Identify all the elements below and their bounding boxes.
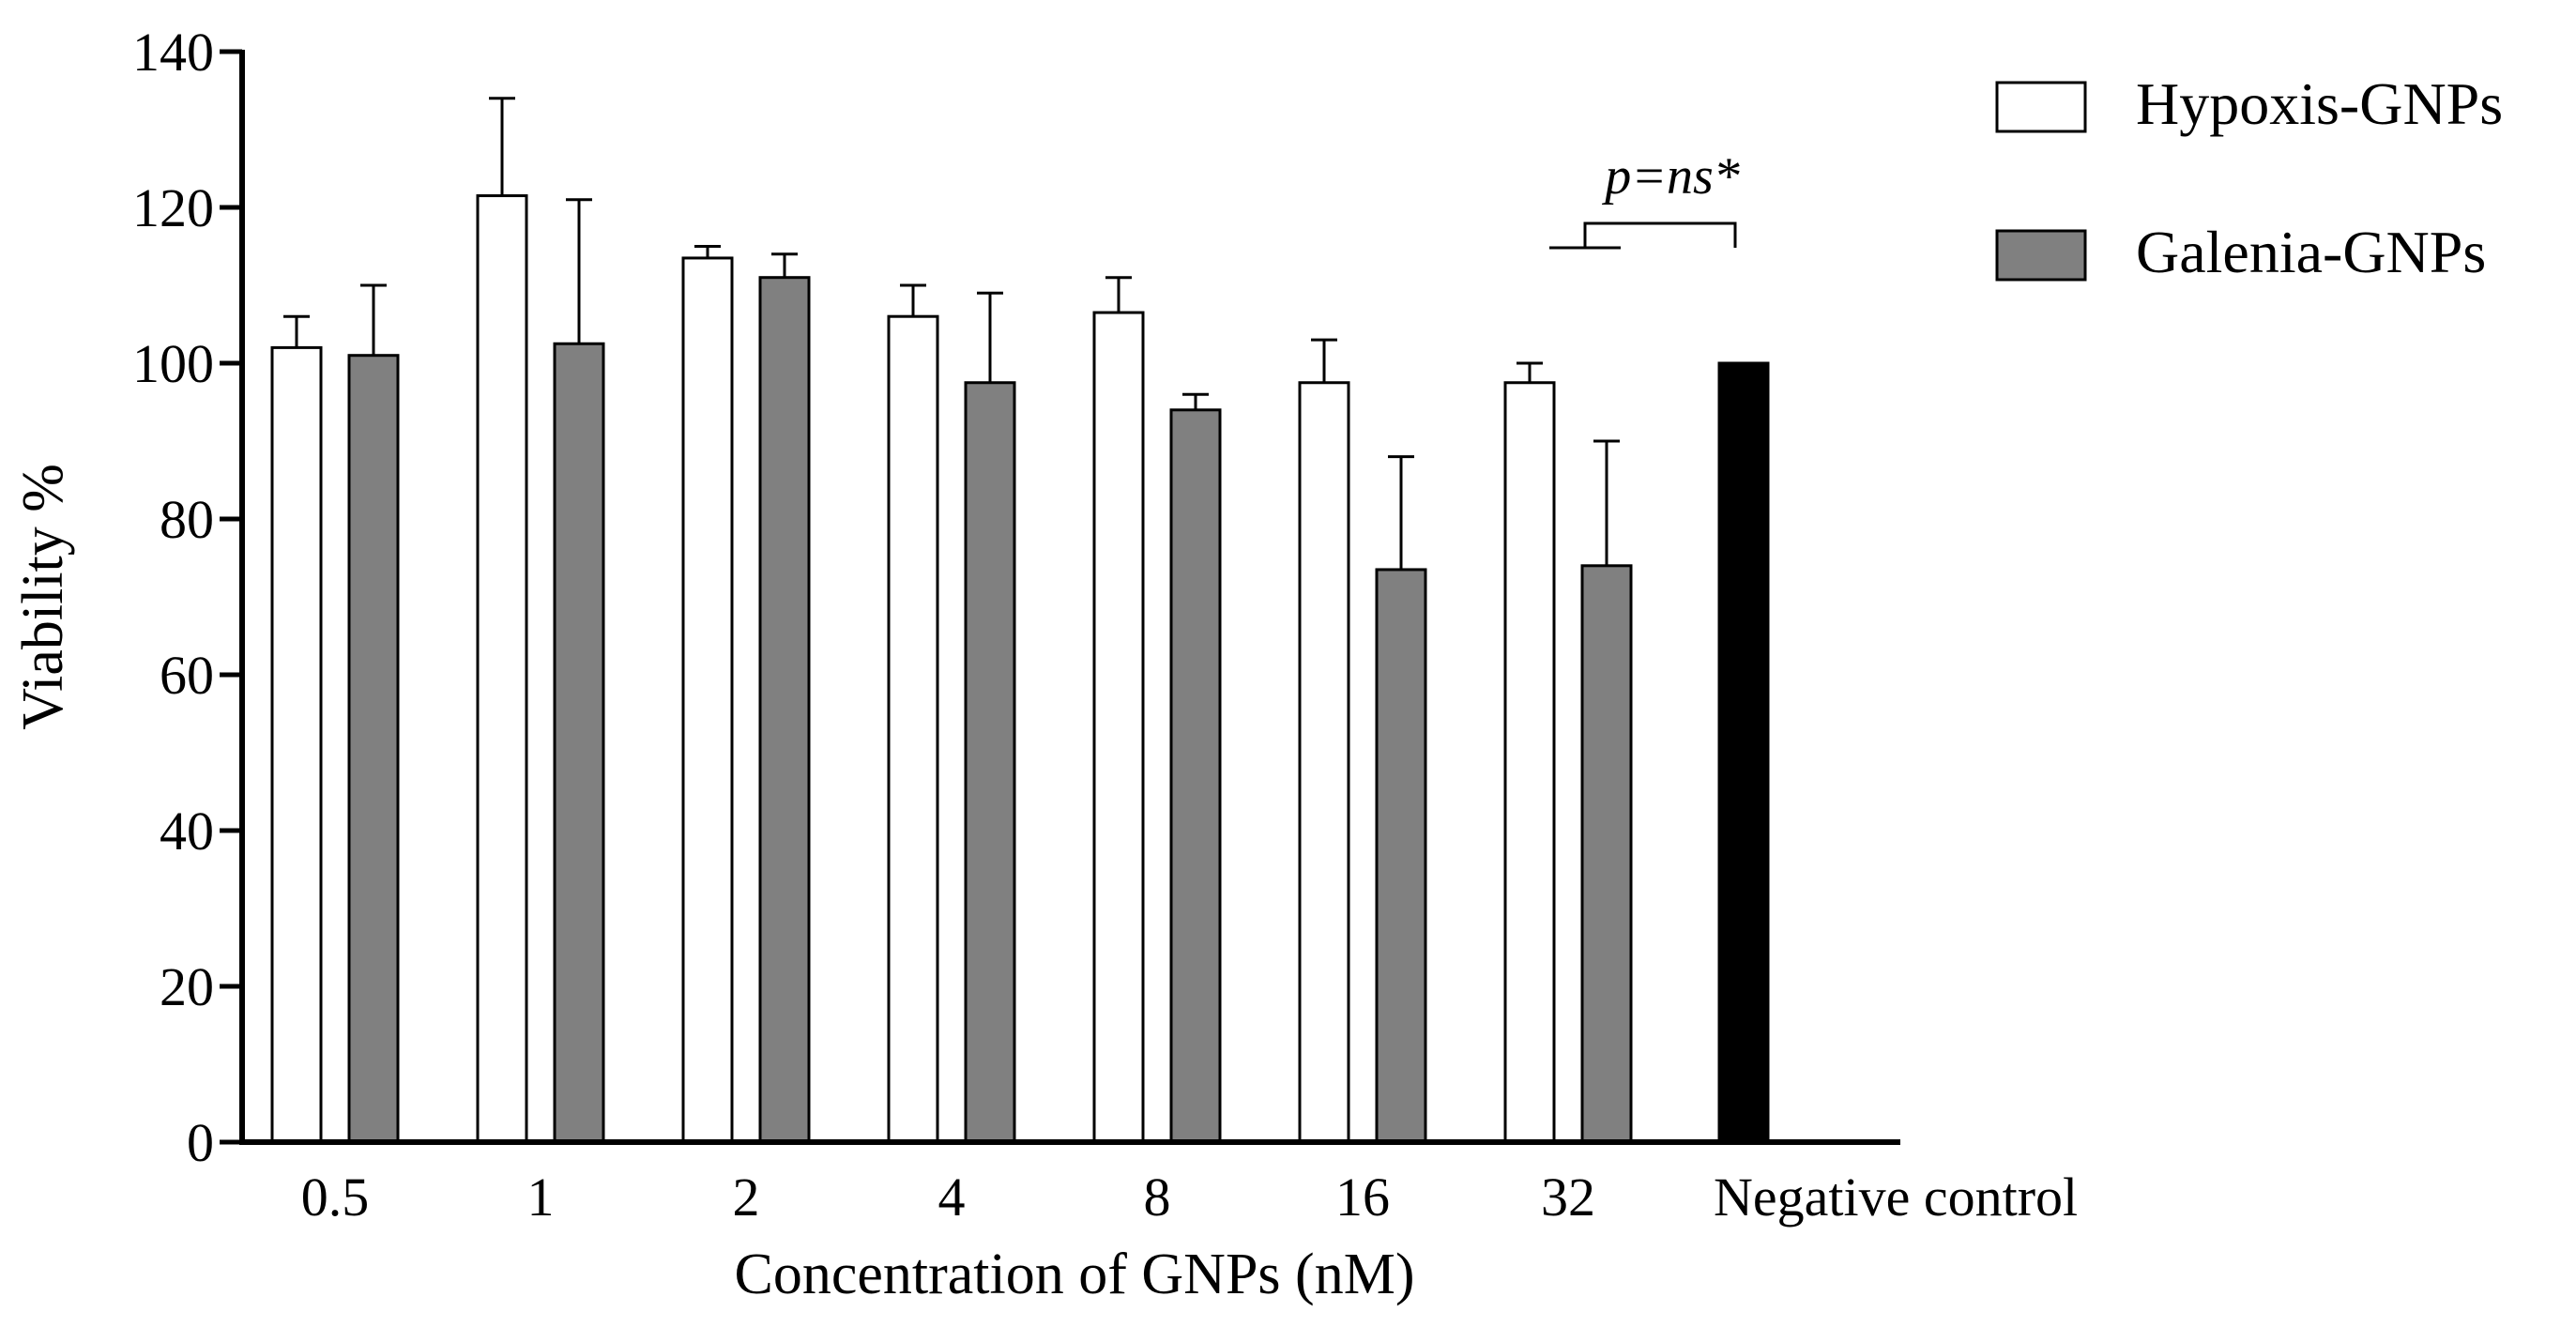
y-tick-label: 80 bbox=[160, 489, 214, 550]
significance-annotation: p=ns* bbox=[1549, 147, 1740, 250]
y-tick-label: 140 bbox=[132, 22, 214, 83]
bar bbox=[1092, 311, 1145, 1144]
axes-layer bbox=[239, 50, 1900, 1145]
significance-label: p=ns* bbox=[1601, 147, 1740, 206]
y-tick-label: 40 bbox=[160, 801, 214, 862]
bar bbox=[1169, 408, 1222, 1144]
x-tick-label: 0.5 bbox=[301, 1167, 370, 1228]
y-tick-label: 0 bbox=[187, 1112, 214, 1173]
x-tick-label: 16 bbox=[1335, 1167, 1390, 1228]
x-axis-label: Concentration of GNPs (nM) bbox=[735, 1243, 1415, 1306]
y-ticks-layer: 0 20 40 60 80 100 120 140 bbox=[132, 22, 242, 1173]
x-tick-label: Negative control bbox=[1714, 1167, 2078, 1228]
x-tick-label: 1 bbox=[527, 1167, 555, 1228]
y-axis-label: Viability % bbox=[11, 464, 75, 730]
bar bbox=[964, 381, 1016, 1144]
legend: Hypoxis-GNPs Galenia-GNPs bbox=[1995, 70, 2503, 285]
y-tick-label: 20 bbox=[160, 956, 214, 1017]
error-bars-layer bbox=[283, 97, 1620, 570]
legend-label: Galenia-GNPs bbox=[2136, 219, 2486, 285]
bar bbox=[758, 276, 811, 1144]
bar bbox=[1503, 381, 1556, 1144]
y-tick-label: 100 bbox=[132, 333, 214, 394]
x-tick-label: 2 bbox=[733, 1167, 760, 1228]
bar bbox=[887, 314, 939, 1144]
bar bbox=[1375, 568, 1427, 1144]
bar bbox=[1717, 361, 1770, 1144]
legend-swatch bbox=[1995, 229, 2087, 282]
x-ticks-layer: 0.5 1 2 4 8 16 32 Negative control bbox=[301, 1167, 2078, 1228]
bar bbox=[476, 194, 528, 1144]
bar bbox=[1298, 381, 1350, 1144]
bar bbox=[270, 345, 323, 1144]
x-tick-label: 8 bbox=[1144, 1167, 1171, 1228]
x-tick-label: 32 bbox=[1541, 1167, 1595, 1228]
bar bbox=[347, 354, 400, 1144]
legend-label: Hypoxis-GNPs bbox=[2136, 70, 2503, 137]
y-tick-label: 120 bbox=[132, 177, 214, 238]
bar bbox=[681, 256, 734, 1144]
legend-swatch bbox=[1995, 81, 2087, 133]
bar bbox=[553, 342, 605, 1144]
significance-bracket bbox=[1549, 221, 1737, 250]
y-tick-label: 60 bbox=[160, 645, 214, 706]
bar bbox=[1580, 564, 1633, 1144]
x-tick-label: 4 bbox=[938, 1167, 966, 1228]
bars-layer bbox=[270, 194, 1770, 1144]
